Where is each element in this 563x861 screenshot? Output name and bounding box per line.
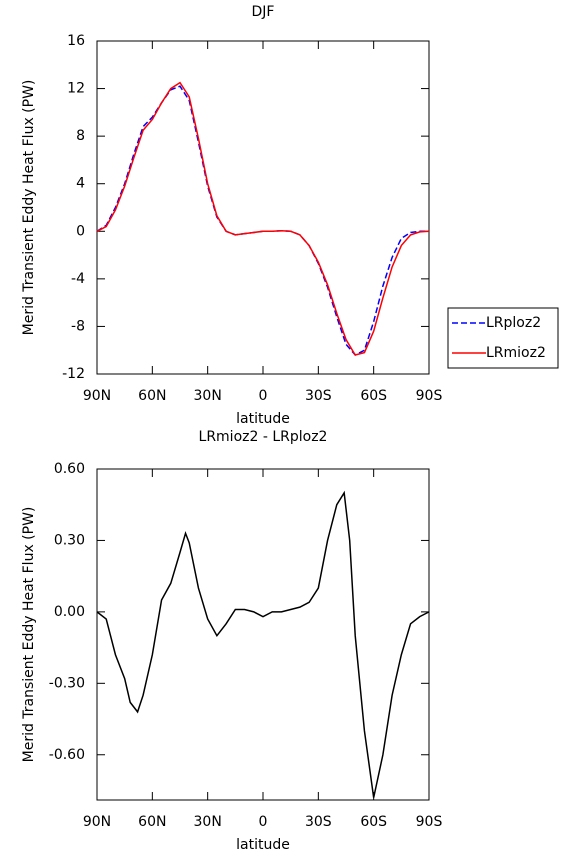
x-tick-label: 30S <box>305 388 332 404</box>
y-tick-label: 0 <box>76 223 85 239</box>
data-line <box>96 81 430 356</box>
chart-title: DJF <box>252 4 275 20</box>
y-tick-label: 0.00 <box>54 604 85 620</box>
x-tick-label: 90N <box>83 388 111 404</box>
y-axis-label: Merid Transient Eddy Heat Flux (PW) <box>21 507 37 763</box>
y-tick-label: -12 <box>62 366 85 382</box>
data-line <box>96 490 430 798</box>
y-tick-label: -0.30 <box>49 675 85 691</box>
y-tick-label: 8 <box>76 128 85 144</box>
x-tick-label: 60S <box>360 388 387 404</box>
y-tick-label: -0.60 <box>49 747 85 763</box>
x-tick-label: 0 <box>259 814 268 830</box>
legend-label: LRploz2 <box>486 315 541 331</box>
y-tick-label: -4 <box>71 271 85 287</box>
y-tick-label: 4 <box>76 176 85 192</box>
x-tick-label: 60S <box>360 814 387 830</box>
legend-label: LRmioz2 <box>486 345 546 361</box>
x-tick-label: 60N <box>138 814 166 830</box>
x-tick-label: 30S <box>305 814 332 830</box>
legend-box <box>447 307 559 369</box>
x-tick-label: 90S <box>416 388 443 404</box>
x-tick-label: 60N <box>138 388 166 404</box>
y-tick-label: 16 <box>67 33 85 49</box>
x-tick-label: 30N <box>194 388 222 404</box>
x-tick-label: 0 <box>259 388 268 404</box>
x-tick-label: 30N <box>194 814 222 830</box>
x-axis-label: latitude <box>236 411 290 427</box>
y-tick-label: -8 <box>71 318 85 334</box>
y-tick-label: 0.60 <box>54 461 85 477</box>
y-tick-label: 0.30 <box>54 532 85 548</box>
y-tick-label: 12 <box>67 81 85 97</box>
x-tick-label: 90S <box>416 814 443 830</box>
x-axis-label: latitude <box>236 837 290 853</box>
plot-frame <box>96 40 430 375</box>
chart-title: LRmioz2 - LRploz2 <box>199 429 328 445</box>
y-axis-label: Merid Transient Eddy Heat Flux (PW) <box>21 80 37 336</box>
plot-frame <box>96 468 430 801</box>
x-tick-label: 90N <box>83 814 111 830</box>
